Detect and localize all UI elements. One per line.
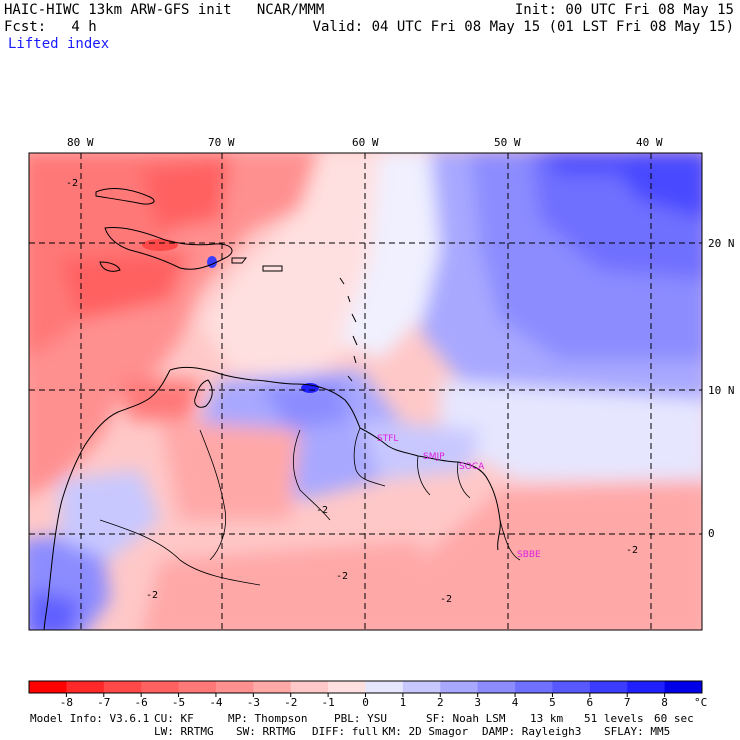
colorbar-swatch <box>477 681 516 693</box>
contour-label: -2 <box>146 590 158 601</box>
colorbar-swatch <box>552 681 591 693</box>
colorbar-tick-label: -3 <box>246 696 260 709</box>
colorbar-swatch <box>103 681 142 693</box>
colorbar-swatch <box>365 681 404 693</box>
footer-model-version: Model Info: V3.6.1 <box>30 712 150 725</box>
footer-sf: SF: Noah LSM <box>426 712 506 725</box>
lon-label-50w: 50 W <box>494 136 521 149</box>
colorbar-swatch <box>253 681 292 693</box>
colorbar-swatch <box>328 681 366 693</box>
colorbar-swatch <box>215 681 254 693</box>
colorbar-swatch <box>440 681 479 693</box>
lat-label-10n: 10 N <box>708 384 735 397</box>
footer-mp: MP: Thompson <box>228 712 308 725</box>
colorbar-tick-label: 6 <box>586 696 594 709</box>
colorbar-tick-label: 3 <box>474 696 481 709</box>
graticule <box>29 153 702 630</box>
country-borders <box>99 427 521 586</box>
footer-damp: DAMP: Rayleigh3 <box>482 725 582 738</box>
map-field: -2 -2 -2 -2 -2 -2 STFL SMJP SOCA SBBE <box>29 153 702 630</box>
colorbar-swatch <box>627 681 666 693</box>
contour-label: -2 <box>626 545 638 556</box>
colorbar-tick-label: 5 <box>549 696 556 709</box>
lat-label-0: 0 <box>708 527 715 540</box>
lon-label-80w: 80 W <box>67 136 94 149</box>
footer-sw: SW: RRTMG <box>236 725 296 738</box>
colorbar-tick-label: 1 <box>399 696 407 709</box>
colorbar-swatch <box>589 681 628 693</box>
footer-resolution: 13 km <box>530 712 564 725</box>
colorbar-unit: °C <box>694 696 708 709</box>
colorbar-tick-label: 4 <box>511 696 519 709</box>
valid-time: Valid: 04 UTC Fri 08 May 15 (01 LST Fri … <box>312 19 734 35</box>
footer-km: KM: 2D Smagor <box>382 725 469 738</box>
colorbar-tick-label: -5 <box>171 696 186 709</box>
contour-label: -2 <box>316 505 328 516</box>
footer-lw: LW: RRTMG <box>154 725 214 738</box>
colorbar-tick-label: 8 <box>661 696 668 709</box>
colorbar-tick-label: -4 <box>209 696 223 709</box>
colorbar-tick-label: -6 <box>134 696 148 709</box>
init-time: Init: 00 UTC Fri 08 May 15 <box>514 2 734 18</box>
station-soca: SOCA <box>459 462 485 472</box>
lon-label-60w: 60 W <box>352 136 379 149</box>
colorbar-swatch <box>290 681 329 693</box>
station-sbbe: SBBE <box>517 550 541 560</box>
contour-label: -2 <box>336 571 348 582</box>
colorbar <box>28 680 703 697</box>
contour-label: -2 <box>66 178 78 189</box>
colorbar-swatch <box>29 681 67 693</box>
footer-diff: DIFF: full <box>312 725 379 738</box>
footer-levels: 51 levels <box>584 712 644 725</box>
colorbar-tick-label: 2 <box>436 696 444 709</box>
coastlines <box>43 188 501 630</box>
colorbar-tick-label: -1 <box>321 696 335 709</box>
map-border <box>28 152 703 631</box>
colorbar-swatch <box>141 681 180 693</box>
field-name: Lifted index <box>8 36 110 52</box>
lon-label-40w: 40 W <box>636 136 663 149</box>
colorbar-swatch <box>402 681 441 693</box>
lat-label-20n: 20 N <box>708 237 735 250</box>
footer-pbl: PBL: YSU <box>334 712 387 725</box>
colorbar-swatch <box>515 681 553 693</box>
footer-timestep: 60 sec <box>654 712 694 725</box>
contour-label: -2 <box>440 594 452 605</box>
footer-cu: CU: KF <box>154 712 194 725</box>
colorbar-tick-label: 7 <box>623 696 631 709</box>
lon-label-70w: 70 W <box>208 136 235 149</box>
footer-sflay: SFLAY: MM5 <box>604 725 671 738</box>
colorbar-tick-label: -7 <box>97 696 111 709</box>
model-title: HAIC-HIWC 13km ARW-GFS init NCAR/MMM <box>4 2 325 18</box>
colorbar-swatch <box>664 681 703 693</box>
station-smjp: SMJP <box>423 452 445 462</box>
colorbar-tick-label: -2 <box>284 696 298 709</box>
colorbar-swatch <box>66 681 105 693</box>
station-stfl: STFL <box>377 434 398 444</box>
colorbar-tick-label: -8 <box>59 696 73 709</box>
colorbar-swatch <box>178 681 217 693</box>
colorbar-tick-label: 0 <box>362 696 369 709</box>
forecast-hour: Fcst: 4 h <box>4 19 97 35</box>
